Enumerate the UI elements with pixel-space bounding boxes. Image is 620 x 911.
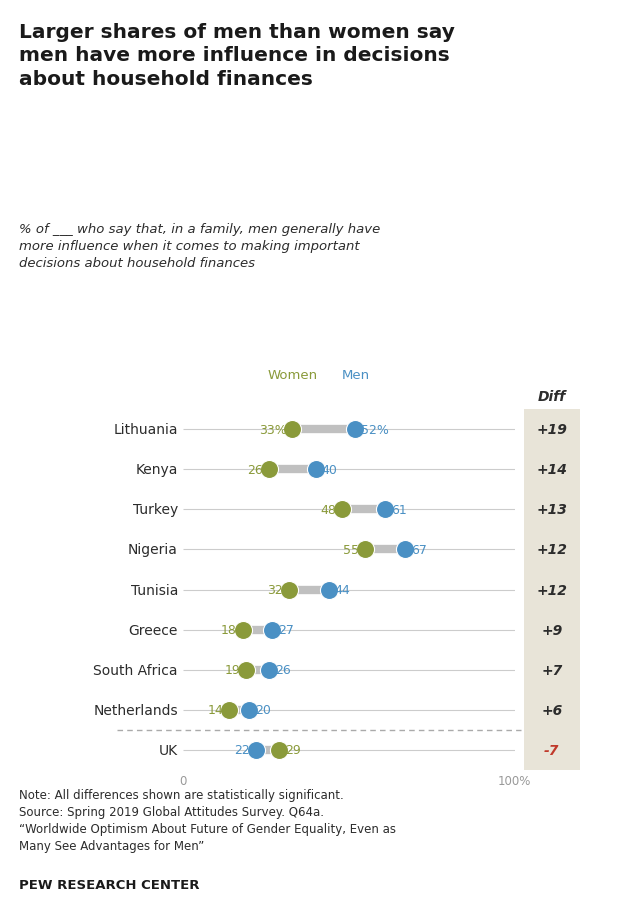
Text: Diff: Diff	[538, 390, 566, 404]
Text: +19: +19	[536, 423, 567, 437]
Text: Greece: Greece	[128, 623, 178, 637]
Text: Turkey: Turkey	[133, 503, 178, 517]
Text: 67: 67	[411, 543, 427, 557]
Text: Lithuania: Lithuania	[113, 423, 178, 437]
Text: Note: All differences shown are statistically significant.
Source: Spring 2019 G: Note: All differences shown are statisti…	[19, 788, 396, 852]
Text: 61: 61	[391, 504, 407, 517]
Text: 26: 26	[247, 464, 263, 476]
Text: 48: 48	[321, 504, 336, 517]
Text: 40: 40	[322, 464, 337, 476]
Text: 32: 32	[267, 583, 283, 597]
Text: Netherlands: Netherlands	[93, 702, 178, 717]
Text: +7: +7	[541, 663, 562, 677]
Text: Nigeria: Nigeria	[128, 543, 178, 557]
Text: 20: 20	[255, 703, 271, 716]
Text: Larger shares of men than women say
men have more influence in decisions
about h: Larger shares of men than women say men …	[19, 23, 454, 88]
Text: Women: Women	[267, 369, 317, 382]
Text: 26: 26	[275, 663, 291, 676]
Text: Kenya: Kenya	[136, 463, 178, 477]
Text: 22: 22	[234, 743, 250, 756]
Text: 27: 27	[278, 623, 294, 637]
Text: 52%: 52%	[361, 424, 389, 436]
Text: Men: Men	[342, 369, 370, 382]
Text: +6: +6	[541, 702, 562, 717]
Text: +13: +13	[536, 503, 567, 517]
Text: 18: 18	[221, 623, 237, 637]
Text: 33%: 33%	[259, 424, 286, 436]
Text: PEW RESEARCH CENTER: PEW RESEARCH CENTER	[19, 878, 199, 891]
Text: 29: 29	[285, 743, 301, 756]
Text: +12: +12	[536, 543, 567, 557]
Text: +12: +12	[536, 583, 567, 597]
Text: 19: 19	[224, 663, 240, 676]
Text: -7: -7	[544, 742, 559, 757]
Text: UK: UK	[159, 742, 178, 757]
Text: 14: 14	[208, 703, 223, 716]
Text: 44: 44	[335, 583, 350, 597]
Text: +14: +14	[536, 463, 567, 477]
Text: % of ___ who say that, in a family, men generally have
more influence when it co: % of ___ who say that, in a family, men …	[19, 223, 380, 271]
Text: South Africa: South Africa	[94, 663, 178, 677]
Text: +9: +9	[541, 623, 562, 637]
Text: Tunisia: Tunisia	[131, 583, 178, 597]
Text: 55: 55	[343, 543, 360, 557]
